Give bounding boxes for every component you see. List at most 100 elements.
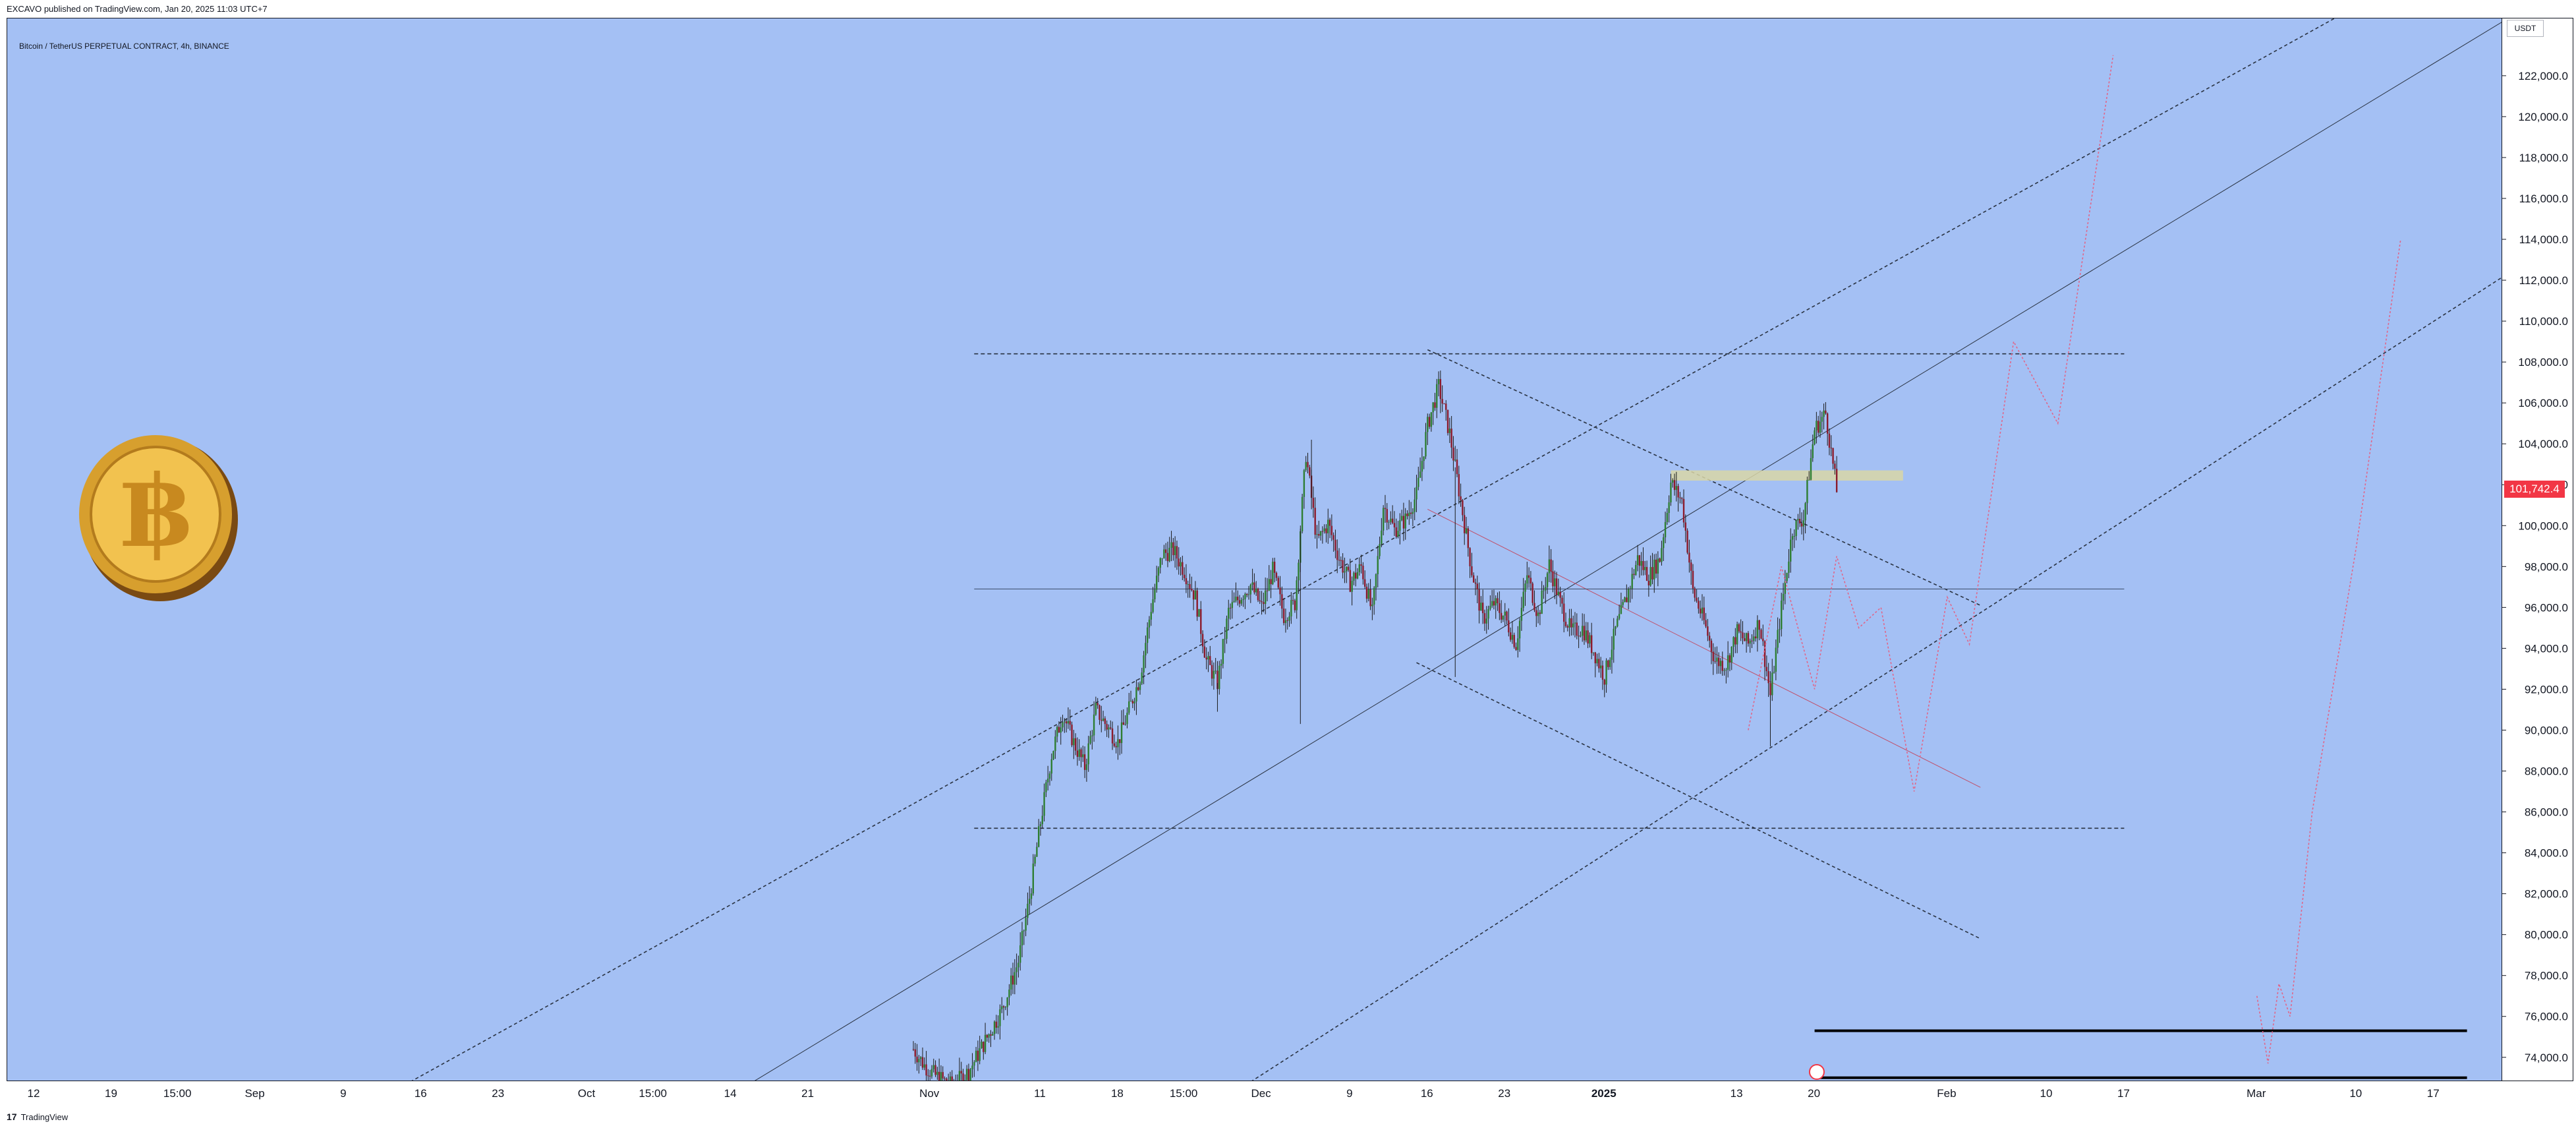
chart-canvas[interactable]: ฿ [7,18,2502,1081]
candle-body [1823,410,1825,417]
candle-body [1397,531,1399,537]
candle-body [1150,612,1152,620]
candle-body [1145,643,1147,656]
candle-body [1806,479,1808,504]
candle-body [1467,528,1470,549]
candle-body [1599,665,1602,668]
candle-body [1102,718,1104,721]
candle-body [1029,899,1031,904]
candle-body [992,1034,994,1036]
candle-body [1282,609,1285,624]
price-tick-label: 88,000.0 [2525,765,2568,778]
candle-body [1164,549,1167,553]
candle-body [1474,582,1477,584]
time-axis[interactable]: 12 19 15:00 Sep 9 16 23 Oct 15:00 14 21 Nov 11 18 15:0… [7,1081,2517,1105]
candle-body [1367,589,1369,599]
candle-body [1163,549,1165,558]
candle-body [1821,417,1823,422]
time-tick-label: 18 [1111,1087,1124,1100]
candle-body [1825,410,1827,414]
candle-body [929,1075,931,1077]
candle-body [1119,739,1121,744]
candle-body [1076,750,1079,757]
candle-body [1793,536,1796,537]
candle-body [1263,602,1265,605]
candle-body [1832,448,1834,464]
candle-body [1673,480,1676,490]
candle-body [1814,430,1816,444]
candle-body [1135,687,1137,702]
candle-body [1546,573,1549,587]
candle-body [1314,508,1316,535]
candle-body [1603,679,1605,685]
channel-line-upper [411,18,2335,1081]
channel-line-lower [1251,277,2502,1081]
candle-body [936,1071,938,1075]
candle-body [969,1069,971,1081]
candle-body [986,1034,988,1038]
footer-brand[interactable]: TradingView [20,1112,69,1122]
price-tick-label: 96,000.0 [2525,601,2568,614]
candle-body [1554,578,1556,587]
candle-body [1731,646,1732,663]
candle-body [1570,618,1572,628]
candle-body [1362,566,1364,579]
candle-body [1344,571,1346,573]
candle-body [1432,402,1434,413]
candle-body [1384,508,1387,510]
candle-body [1027,903,1029,918]
candle-body [1797,519,1799,521]
candle-body [1583,626,1586,641]
candle-body [997,1026,999,1028]
candle-body [1393,523,1396,527]
candle-body [1253,582,1255,593]
candle-body [1203,646,1206,658]
candle-body [1763,641,1766,667]
candle-body [1771,672,1773,696]
price-tick-label: 108,000.0 [2518,356,2568,369]
currency-selector[interactable]: USDT [2507,20,2544,37]
candle-body [1590,635,1593,653]
candle-body [1373,587,1375,605]
candle-body [1526,575,1528,584]
candle-body [1686,530,1688,553]
candle-body [1045,782,1047,792]
candle-body [1325,528,1327,533]
candle-body [1143,655,1145,673]
candle-body [1509,632,1512,640]
svg-text:฿: ฿ [121,454,190,570]
candle-body [1039,824,1042,827]
candle-body [1631,574,1633,589]
candle-body [1363,579,1366,587]
candle-body [1781,601,1783,630]
time-tick-label: 20 [1808,1087,1820,1100]
candle-body [1305,461,1307,471]
candle-body [1211,665,1213,679]
chart-pane[interactable]: ฿ Bitcoin / TetherUS PERPETUAL CONTRACT,… [7,18,2502,1081]
price-tick-label: 98,000.0 [2525,560,2568,573]
candle-body [1141,672,1143,684]
candle-body [1110,727,1112,729]
candle-body [1636,555,1639,566]
price-axis[interactable]: 122,000.0 120,000.0 118,000.0 116,000.0 114,… [2502,18,2573,1081]
candle-body [1358,564,1361,572]
candle-body [1624,597,1626,603]
candle-body [1375,574,1377,588]
symbol-title[interactable]: Bitcoin / TetherUS PERPETUAL CONTRACT, 4… [19,42,229,51]
time-tick-label: Nov [919,1087,940,1100]
candle-body [988,1034,990,1038]
candle-body [1187,583,1189,585]
candle-body [1605,660,1607,685]
tradingview-logo-icon[interactable]: 17 [7,1112,17,1122]
candle-body [1589,635,1591,644]
candle-body [1664,521,1667,538]
candle-body [1541,590,1543,614]
candle-body [1379,544,1381,556]
candle-body [1458,474,1460,496]
candle-body [1008,990,1010,998]
candle-body [1229,607,1232,609]
candle-body [1286,620,1288,621]
candle-body [1004,1007,1007,1008]
candle-body [1450,429,1452,448]
candle-body [1661,548,1663,562]
